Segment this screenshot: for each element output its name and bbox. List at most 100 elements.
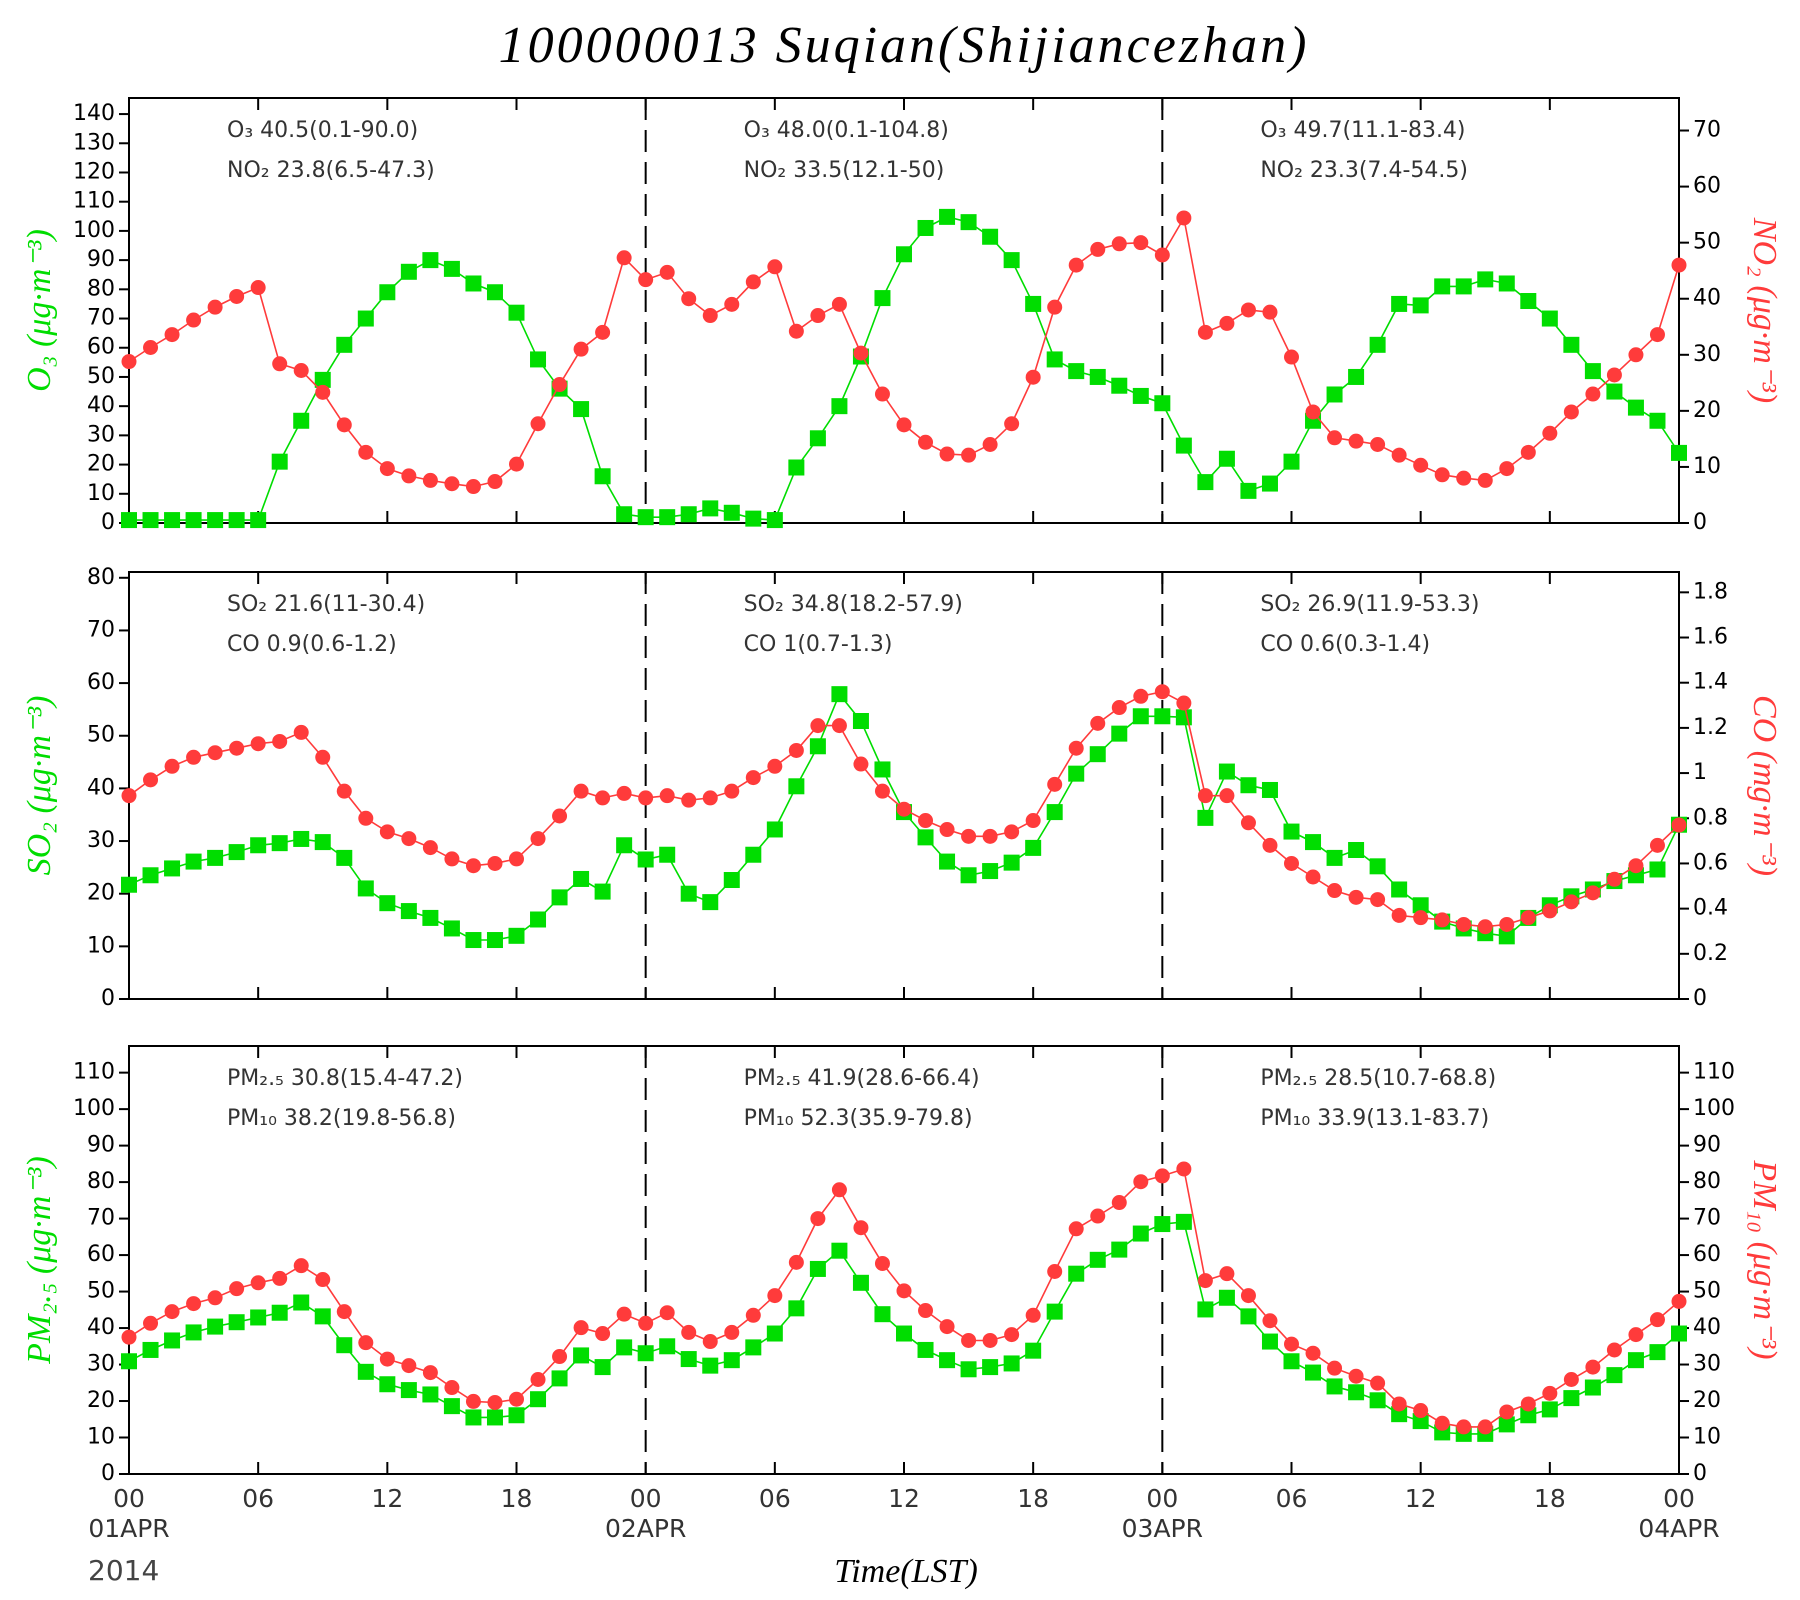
data-point <box>1111 725 1128 742</box>
data-point <box>1197 324 1213 340</box>
y-tick-label: 70 <box>87 617 115 642</box>
data-point <box>1047 299 1063 315</box>
data-point <box>1370 437 1386 453</box>
data-point <box>874 1255 890 1271</box>
data-point <box>1025 813 1041 829</box>
data-point <box>1197 809 1214 826</box>
data-point <box>1499 916 1515 932</box>
stat-annotation: CO 1(0.7-1.3) <box>744 632 893 657</box>
y2-tick-label: 1.2 <box>1693 715 1728 740</box>
x-tick-label: 00 <box>1663 1484 1695 1513</box>
data-point <box>1520 910 1536 926</box>
data-point <box>939 208 956 225</box>
data-point <box>1132 1225 1149 1242</box>
data-point <box>1370 892 1386 908</box>
data-point <box>1413 1403 1429 1419</box>
data-point <box>1025 1342 1042 1359</box>
data-point <box>1412 897 1429 914</box>
data-point <box>1542 425 1558 441</box>
data-point <box>486 1409 503 1426</box>
y2-tick-label: 0 <box>1693 986 1707 1011</box>
data-point <box>530 351 547 368</box>
data-point <box>272 1270 288 1286</box>
data-point <box>1649 1312 1665 1328</box>
data-point <box>573 870 590 887</box>
data-point <box>272 733 288 749</box>
data-point <box>1628 858 1644 874</box>
y2-tick-label: 0 <box>1693 510 1707 535</box>
stat-annotation: NO₂ 33.5(12.1-50) <box>744 158 945 183</box>
data-point <box>508 927 525 944</box>
data-point <box>207 1290 223 1306</box>
data-point <box>121 354 137 370</box>
data-point <box>1240 482 1257 499</box>
data-point <box>939 1319 955 1335</box>
data-point <box>207 1318 224 1335</box>
data-point <box>250 1309 267 1326</box>
data-point <box>1563 336 1580 353</box>
data-point <box>314 1308 331 1325</box>
data-point <box>573 783 589 799</box>
data-point <box>1627 399 1644 416</box>
data-point <box>1649 837 1665 853</box>
y2-tick-label: 0.4 <box>1693 896 1728 921</box>
data-point <box>229 740 245 756</box>
data-point <box>1434 912 1450 928</box>
data-point <box>573 341 589 357</box>
y-tick-label: 80 <box>87 565 115 590</box>
y2-tick-label: 0 <box>1693 1461 1707 1486</box>
data-point <box>831 686 848 703</box>
data-point <box>917 1341 934 1358</box>
data-point <box>939 853 956 870</box>
y-axis-label: SO₂ (μg·m⁻³) <box>21 696 58 876</box>
data-point <box>1434 278 1451 295</box>
data-point <box>1671 1293 1687 1309</box>
data-point <box>486 932 503 949</box>
y-tick-label: 10 <box>87 933 115 958</box>
y2-tick-label: 30 <box>1693 342 1721 367</box>
data-point <box>228 512 245 529</box>
data-point <box>1068 257 1084 273</box>
data-point <box>422 840 438 856</box>
data-point <box>659 1338 676 1355</box>
y-tick-label: 30 <box>87 828 115 853</box>
data-point <box>121 512 137 529</box>
data-point <box>142 867 159 884</box>
date-label: 03APR <box>1122 1514 1203 1543</box>
year-label: 2014 <box>88 1554 159 1587</box>
data-point <box>444 476 460 492</box>
data-point <box>1326 849 1343 866</box>
data-point <box>357 310 374 327</box>
y-tick-label: 40 <box>87 775 115 800</box>
data-point <box>767 758 783 774</box>
y2-tick-label: 1 <box>1693 760 1707 785</box>
data-point <box>745 846 762 863</box>
y-tick-label: 60 <box>87 670 115 695</box>
data-point <box>1218 763 1235 780</box>
data-point <box>831 718 847 734</box>
data-point <box>1176 695 1192 711</box>
data-point <box>1004 1327 1020 1343</box>
data-point <box>1219 788 1235 804</box>
y-tick-label: 50 <box>87 364 115 389</box>
data-point <box>465 1409 482 1426</box>
data-point <box>1240 302 1256 318</box>
data-point <box>1025 369 1041 385</box>
data-point <box>1240 815 1256 831</box>
data-point <box>1585 386 1601 402</box>
data-point <box>336 849 353 866</box>
data-point <box>358 1335 374 1351</box>
y-tick-label: 130 <box>73 130 115 155</box>
data-point <box>357 1363 374 1380</box>
y-tick-label: 70 <box>87 306 115 331</box>
data-point <box>638 790 654 806</box>
data-point <box>1348 433 1364 449</box>
data-point <box>1197 1273 1213 1289</box>
data-point <box>659 509 676 526</box>
date-label: 02APR <box>605 1514 686 1543</box>
data-point <box>422 909 439 926</box>
data-point <box>810 718 826 734</box>
data-point <box>1111 1241 1128 1258</box>
data-point <box>594 468 611 485</box>
data-point <box>1305 834 1322 851</box>
